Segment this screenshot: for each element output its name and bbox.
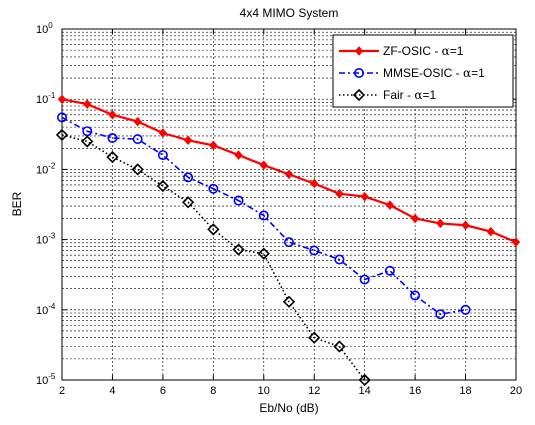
axes: 2 4 6 8 10 12 14 16 18 20 100 10-1 10-2 10-3 10-4 10-5 [36, 21, 522, 397]
data-point [436, 218, 445, 229]
y-tick-label: 10-4 [36, 302, 56, 317]
series-2 [55, 128, 371, 387]
data-point [358, 373, 371, 387]
data-point [156, 179, 170, 193]
x-tick-label: 8 [210, 385, 216, 397]
legend-marker [354, 46, 364, 56]
series-1 [56, 112, 471, 320]
data-point [259, 160, 268, 170]
data-point [234, 150, 243, 160]
data-point [486, 226, 495, 237]
data-point [334, 254, 345, 265]
x-tick-label: 12 [308, 385, 320, 397]
data-point [183, 172, 194, 183]
data-point [410, 290, 421, 301]
x-tick-label: 14 [359, 385, 371, 397]
data-point [460, 304, 471, 315]
legend-label: ZF-OSIC - α=1 [383, 44, 464, 58]
data-point [83, 99, 92, 109]
data-point [232, 243, 245, 256]
data-point [258, 210, 269, 221]
data-point [107, 133, 118, 144]
data-point [209, 140, 218, 151]
x-tick-label: 20 [510, 385, 522, 397]
x-tick-label: 16 [409, 385, 421, 397]
data-point [360, 191, 369, 202]
y-tick-label: 10-3 [36, 232, 56, 247]
legend-marker [352, 88, 366, 102]
data-point [131, 163, 144, 176]
data-point [461, 220, 470, 231]
data-point [233, 195, 244, 206]
series-0 [57, 94, 521, 247]
data-point [158, 128, 168, 138]
data-point [435, 309, 446, 320]
data-point [81, 135, 94, 148]
data-point [183, 135, 193, 146]
data-point [157, 150, 168, 161]
legend-label: MMSE-OSIC - α=1 [383, 66, 485, 80]
legend-label: Fair - α=1 [383, 88, 436, 102]
data-point [511, 237, 521, 247]
data-point [310, 178, 319, 189]
x-tick-label: 2 [59, 385, 65, 397]
data-point [283, 237, 294, 248]
chart-title: 4x4 MIMO System [240, 6, 339, 20]
data-point [56, 112, 67, 123]
legend-entry: ZF-OSIC - α=1 [339, 44, 464, 58]
x-axis-label: Eb/No (dB) [259, 401, 318, 415]
data-point [208, 183, 219, 194]
legend: ZF-OSIC - α=1 MMSE-OSIC - α=1 Fair - α=1 [332, 34, 514, 108]
data-point [257, 247, 270, 260]
x-tick-label: 6 [160, 385, 166, 397]
y-tick-label: 10-5 [36, 372, 56, 387]
data-point [181, 196, 195, 209]
data-point [282, 295, 296, 308]
data-point [207, 223, 220, 236]
y-tick-label: 100 [36, 21, 53, 36]
data-point [55, 128, 69, 142]
data-point [385, 200, 395, 210]
data-series [55, 94, 521, 387]
data-point [333, 340, 346, 353]
data-point [284, 169, 294, 180]
data-point [308, 331, 321, 344]
y-tick-label: 10-1 [36, 91, 56, 106]
data-point [57, 94, 67, 104]
y-axis-label: BER [10, 191, 24, 216]
data-point [309, 245, 320, 256]
x-tick-label: 4 [109, 385, 115, 397]
series-line [61, 116, 466, 316]
data-point [335, 188, 344, 199]
x-tick-label: 18 [459, 385, 471, 397]
series-line [61, 134, 366, 381]
data-point [106, 150, 119, 164]
axes-box [61, 28, 517, 381]
x-tick-label: 10 [258, 385, 270, 397]
legend-entry: MMSE-OSIC - α=1 [339, 66, 485, 80]
data-point [133, 116, 142, 127]
y-tick-label: 10-2 [36, 161, 56, 176]
data-point [410, 213, 420, 224]
data-point [384, 265, 395, 276]
data-point [108, 110, 117, 120]
data-point [359, 274, 370, 285]
legend-marker [353, 68, 364, 79]
data-point [132, 134, 143, 145]
legend-entry: Fair - α=1 [339, 88, 436, 102]
